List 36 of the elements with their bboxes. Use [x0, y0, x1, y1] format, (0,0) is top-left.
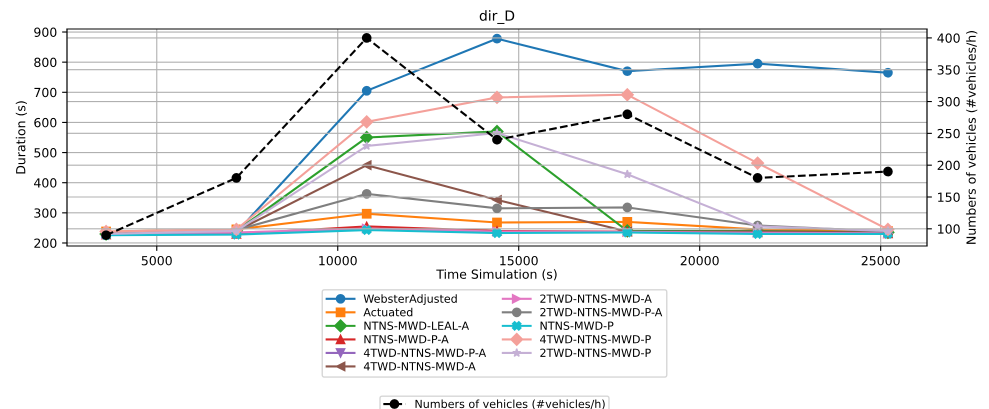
legend-label: WebsterAdjusted [364, 294, 457, 306]
y2-tick-label: 250 [938, 128, 960, 138]
legend-label: 4TWD-NTNS-MWD-P [540, 335, 651, 344]
y-tick-label: 300 [34, 208, 56, 218]
legend-label: 2TWD-NTNS-MWD-P [540, 348, 651, 357]
y-tick-label: 900 [34, 27, 56, 37]
chart-title: dir_D [480, 10, 514, 24]
y2-tick-label: 350 [938, 65, 960, 75]
x-tick-label: 10000 [319, 256, 357, 266]
y-tick-label: 600 [34, 118, 56, 128]
y2-tick-label: 100 [938, 224, 960, 234]
legend-label: NTNS-MWD-P-A [364, 335, 449, 344]
legend-label: NTNS-MWD-LEAL-A [364, 322, 470, 330]
y-tick-label: 500 [34, 148, 56, 158]
x-tick-label: 20000 [680, 256, 719, 266]
x-axis-title: Time Simulation (s) [436, 269, 557, 280]
x-tick-label: 15000 [500, 256, 538, 266]
y-axis-title: Duration (s) [16, 101, 27, 174]
y-tick-label: 400 [34, 178, 56, 188]
legend-label: Actuated [363, 308, 412, 316]
y2-tick-label: 400 [937, 33, 960, 43]
legend-label: 2TWD-NTNS-MWD-P-A [540, 308, 662, 316]
y2-tick-label: 150 [938, 192, 960, 202]
x-tick-label: 5000 [142, 256, 172, 266]
y2-axis-title: Numbers of vehicles (#vehicles/h) [966, 31, 978, 244]
y2-tick-label: 300 [938, 97, 960, 106]
y2-tick-label: 200 [938, 160, 960, 170]
legend-label: 4TWD-NTNS-MWD-P-A [364, 348, 486, 357]
legend-label: Numbers of vehicles (#vehicles/h) [416, 399, 605, 409]
y-tick-label: 700 [34, 88, 56, 98]
legend-label: NTNS-MWD-P [540, 322, 614, 330]
legend-label: 2TWD-NTNS-MWD-A [540, 294, 652, 303]
y-tick-label: 200 [34, 238, 56, 248]
legend-label: 4TWD-NTNS-MWD-A [364, 362, 476, 371]
x-tick-label: 25000 [862, 256, 900, 266]
y-tick-label: 800 [34, 58, 56, 68]
